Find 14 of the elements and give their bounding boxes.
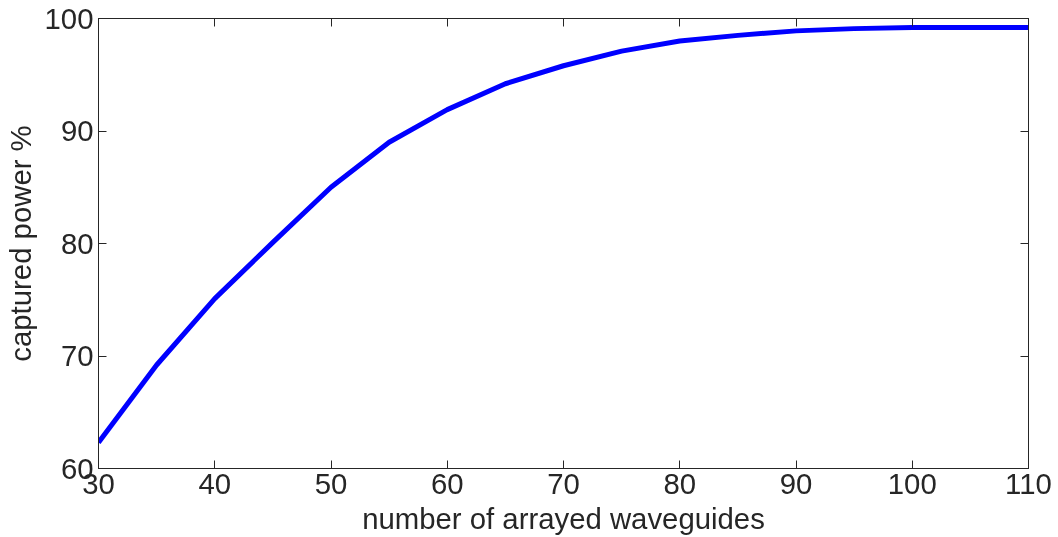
x-tick-label: 100 bbox=[887, 466, 937, 500]
x-tick-label: 110 bbox=[1005, 466, 1052, 500]
x-tick-label: 70 bbox=[547, 466, 580, 500]
x-tick-label: 80 bbox=[663, 466, 697, 500]
x-tick-label: 40 bbox=[198, 466, 232, 500]
y-tick-label: 70 bbox=[60, 339, 94, 372]
x-tick-label: 60 bbox=[430, 466, 464, 500]
y-tick-label: 90 bbox=[60, 114, 94, 147]
y-axis-title: captured power % bbox=[3, 125, 37, 362]
x-tick-label: 50 bbox=[314, 466, 348, 500]
x-axis-title: number of arrayed waveguides bbox=[362, 501, 765, 535]
y-tick-label: 80 bbox=[60, 226, 94, 260]
y-tick-label: 100 bbox=[44, 1, 94, 35]
x-tick-label: 90 bbox=[779, 466, 813, 500]
